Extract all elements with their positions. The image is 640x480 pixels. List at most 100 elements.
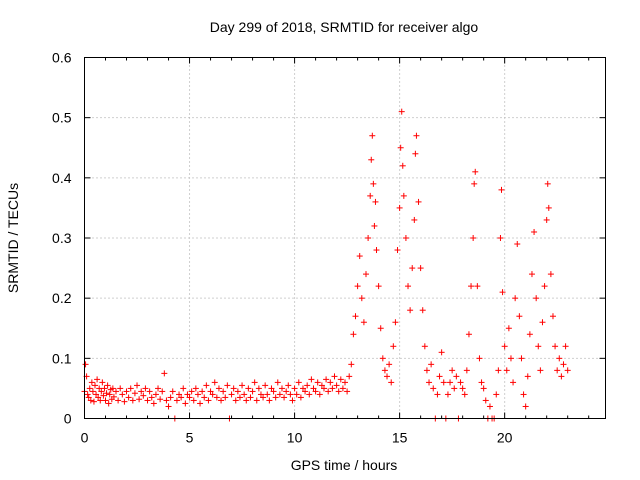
data-point bbox=[388, 379, 395, 386]
data-point bbox=[537, 367, 544, 374]
data-point bbox=[358, 295, 365, 302]
data-point bbox=[547, 271, 554, 278]
data-point bbox=[323, 376, 330, 383]
data-point bbox=[89, 388, 96, 395]
data-point bbox=[499, 289, 506, 296]
data-point bbox=[339, 385, 346, 392]
data-point bbox=[539, 319, 546, 326]
y-tick-label: 0 bbox=[64, 411, 72, 427]
data-point bbox=[379, 355, 386, 362]
data-point bbox=[368, 156, 375, 163]
data-point bbox=[188, 388, 195, 395]
data-point bbox=[554, 367, 561, 374]
data-point bbox=[222, 394, 229, 401]
data-point bbox=[186, 394, 193, 401]
data-point bbox=[266, 397, 273, 404]
data-point bbox=[131, 390, 138, 397]
data-point bbox=[463, 367, 470, 374]
chart-title: Day 299 of 2018, SRMTID for receiver alg… bbox=[210, 19, 479, 35]
data-point bbox=[268, 385, 275, 392]
x-tick-label: 20 bbox=[497, 430, 513, 446]
data-point bbox=[411, 216, 418, 223]
x-axis-label: GPS time / hours bbox=[291, 457, 398, 473]
data-point bbox=[169, 388, 176, 395]
data-point bbox=[184, 391, 191, 398]
data-point bbox=[199, 388, 206, 395]
data-point bbox=[423, 367, 430, 374]
data-point bbox=[93, 391, 100, 398]
data-point bbox=[372, 198, 379, 205]
data-point bbox=[486, 403, 493, 410]
data-point bbox=[470, 235, 477, 241]
data-point bbox=[310, 385, 317, 392]
data-point bbox=[352, 313, 359, 320]
data-point bbox=[516, 313, 523, 320]
data-point bbox=[144, 397, 151, 404]
data-point bbox=[218, 397, 225, 404]
data-point bbox=[356, 253, 363, 260]
data-point bbox=[314, 379, 321, 386]
data-point bbox=[373, 247, 380, 254]
data-point bbox=[495, 367, 502, 374]
data-point bbox=[562, 343, 569, 350]
data-point bbox=[465, 331, 472, 338]
data-point bbox=[369, 132, 376, 139]
data-point bbox=[535, 343, 542, 350]
data-point bbox=[430, 385, 437, 392]
data-point bbox=[99, 379, 106, 386]
x-tick-label: 5 bbox=[186, 430, 194, 446]
data-point bbox=[192, 385, 199, 392]
data-point bbox=[447, 379, 454, 386]
data-point bbox=[291, 385, 298, 392]
data-point bbox=[270, 388, 277, 395]
x-tick-label: 0 bbox=[81, 430, 89, 446]
y-tick-label: 0.5 bbox=[52, 110, 72, 126]
data-point bbox=[247, 394, 254, 401]
data-point bbox=[201, 394, 208, 401]
data-point bbox=[564, 367, 571, 374]
data-point bbox=[142, 385, 149, 392]
data-point bbox=[482, 397, 489, 404]
data-point bbox=[520, 391, 527, 398]
data-point bbox=[157, 396, 164, 403]
data-point bbox=[285, 382, 292, 389]
data-point bbox=[213, 394, 220, 401]
data-point bbox=[165, 403, 172, 410]
data-point bbox=[148, 394, 155, 401]
data-point bbox=[125, 394, 132, 401]
data-point bbox=[234, 388, 241, 395]
data-point bbox=[436, 373, 443, 380]
data-point bbox=[109, 385, 116, 392]
data-point bbox=[360, 319, 367, 326]
data-point bbox=[129, 397, 136, 404]
data-point bbox=[398, 108, 405, 115]
data-point bbox=[497, 235, 504, 241]
data-point bbox=[331, 373, 338, 380]
data-point bbox=[390, 343, 397, 350]
data-point bbox=[354, 283, 361, 290]
data-point bbox=[163, 397, 170, 404]
data-point bbox=[104, 382, 111, 389]
data-point bbox=[105, 400, 112, 407]
data-point bbox=[444, 391, 451, 398]
data-point bbox=[348, 361, 355, 368]
data-point bbox=[236, 394, 243, 401]
data-point bbox=[203, 382, 210, 389]
data-point bbox=[316, 391, 323, 398]
data-point bbox=[92, 382, 99, 389]
data-point bbox=[505, 325, 512, 332]
data-point bbox=[155, 385, 162, 392]
data-point bbox=[365, 235, 372, 241]
data-point bbox=[478, 379, 485, 386]
data-point bbox=[541, 283, 548, 290]
data-point bbox=[136, 396, 143, 403]
data-point bbox=[253, 397, 260, 404]
data-point bbox=[138, 388, 145, 395]
data-point bbox=[100, 392, 107, 399]
data-point bbox=[194, 391, 201, 398]
data-point bbox=[428, 361, 435, 368]
data-point bbox=[308, 376, 315, 383]
data-point bbox=[211, 379, 218, 386]
data-point bbox=[560, 361, 567, 368]
